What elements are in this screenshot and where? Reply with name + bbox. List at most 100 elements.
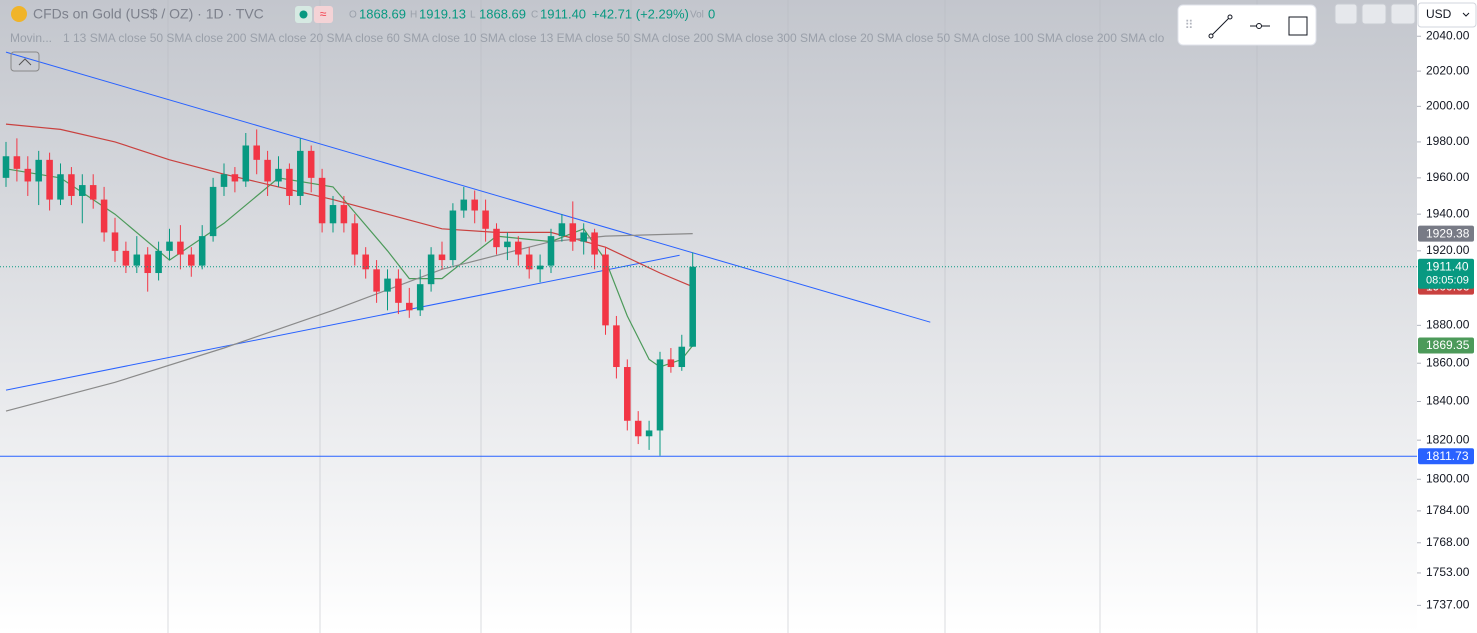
price-tag	[1418, 337, 1474, 354]
trend-line	[5, 254, 680, 391]
header: CFDs on Gold (US$ / OZ) · 1D · TVC ≈ O 1…	[10, 6, 1165, 72]
label: Vol	[690, 10, 704, 21]
candle-body	[645, 430, 653, 437]
button[interactable]	[1334, 3, 1358, 25]
candle-body	[13, 156, 21, 169]
button[interactable]	[1361, 3, 1387, 25]
price-tag	[1418, 225, 1474, 242]
value: 1868.69	[359, 6, 406, 21]
horizontal-ray-tool[interactable]	[1250, 23, 1270, 29]
y-tick-label: 2000.00	[1426, 99, 1470, 113]
drawing-toolbar: ⠿ USD	[1177, 2, 1477, 46]
label: O	[349, 10, 357, 21]
candle-body	[68, 174, 75, 196]
y-tick-label: 1737.00	[1426, 598, 1470, 612]
drag-handle[interactable]: ⠿	[1185, 18, 1194, 32]
symbol: CFDs on Gold (US$ / OZ) · 1D · TVC	[33, 6, 264, 22]
candle-body	[57, 174, 64, 200]
value: 0	[708, 6, 715, 21]
y-tick-label: 1768.00	[1426, 535, 1470, 549]
candle-body	[253, 145, 260, 160]
candle-body	[580, 232, 587, 242]
toolbar	[1177, 4, 1317, 46]
status-dot	[299, 10, 308, 19]
candle-body	[602, 254, 609, 326]
candle-body	[493, 228, 500, 248]
candle-body	[558, 223, 566, 237]
y-tick-label: 1920.00	[1426, 243, 1470, 257]
indicator-params: 1 13 SMA close 50 SMA close 200 SMA clos…	[63, 31, 1165, 45]
icon	[1208, 33, 1214, 39]
candle-body	[591, 232, 598, 255]
y-tick-label: 2020.00	[1426, 63, 1470, 77]
candle-body	[525, 254, 533, 270]
candle-body	[634, 420, 642, 437]
candle-body	[79, 185, 86, 196]
value: 1868.69	[479, 6, 526, 21]
label: L	[470, 10, 476, 21]
candle-body	[362, 254, 369, 270]
candle-body	[624, 367, 631, 421]
candle-body	[307, 150, 315, 178]
candle-body	[264, 159, 271, 182]
change: +42.71 (+2.29%)	[592, 6, 689, 21]
candle-body	[613, 325, 620, 368]
candle-body	[198, 236, 206, 266]
price-tag-label: 1911.40	[1426, 259, 1469, 273]
candle-body	[515, 241, 522, 255]
candle-body	[144, 254, 151, 274]
candle-body	[275, 168, 282, 182]
candle-body	[471, 199, 478, 211]
candle-body	[678, 346, 686, 368]
rectangle-tool[interactable]	[1288, 16, 1308, 36]
candle-body	[536, 265, 544, 270]
price-tag	[1418, 258, 1474, 289]
candle-body	[547, 236, 555, 266]
price-axis	[1417, 0, 1477, 633]
candle-body	[209, 186, 217, 237]
candle-body	[2, 156, 10, 178]
candle-body	[122, 250, 130, 266]
currency: USD	[1426, 7, 1452, 21]
button[interactable]	[1390, 3, 1416, 25]
candle-body	[133, 254, 141, 266]
label: H	[410, 10, 417, 21]
chevron	[1462, 12, 1470, 17]
candle-body	[329, 205, 337, 224]
candle-body	[656, 359, 664, 431]
candle-body	[384, 278, 391, 292]
y-tick-label: 1784.00	[1426, 503, 1470, 517]
candle-body	[406, 302, 413, 311]
candle-body	[46, 159, 53, 200]
candle-body	[297, 150, 304, 196]
candle-body	[35, 159, 42, 182]
symbol-icon	[11, 6, 27, 22]
candle-body	[667, 359, 675, 368]
status-glyph: ≈	[320, 7, 327, 21]
candle-body	[111, 232, 119, 251]
collapse-button[interactable]	[10, 51, 40, 72]
collapse-icon	[18, 58, 32, 66]
y-tick-label: 1820.00	[1426, 432, 1470, 446]
countdown: 08:05:09	[1426, 275, 1469, 287]
candle-body	[689, 266, 696, 347]
time-grid	[167, 0, 1258, 633]
candle-body	[416, 284, 424, 311]
candle-body	[188, 254, 195, 266]
y-tick-label: 1980.00	[1426, 134, 1470, 148]
trend-line	[5, 51, 931, 323]
candle-body	[569, 223, 577, 242]
y-tick-label: 1800.00	[1426, 471, 1470, 485]
trend-line-tool[interactable]	[1208, 14, 1233, 39]
candle-body	[286, 168, 293, 196]
candle-body	[89, 185, 97, 200]
moving-average	[5, 168, 694, 368]
candle-body	[177, 241, 184, 255]
y-tick-label: 1880.00	[1426, 318, 1470, 332]
value: 1919.13	[419, 6, 466, 21]
y-tick-label: 2040.00	[1426, 28, 1470, 42]
candle-body	[373, 269, 380, 292]
marks	[0, 51, 1417, 457]
currency-selector[interactable]: USD	[1417, 2, 1477, 28]
